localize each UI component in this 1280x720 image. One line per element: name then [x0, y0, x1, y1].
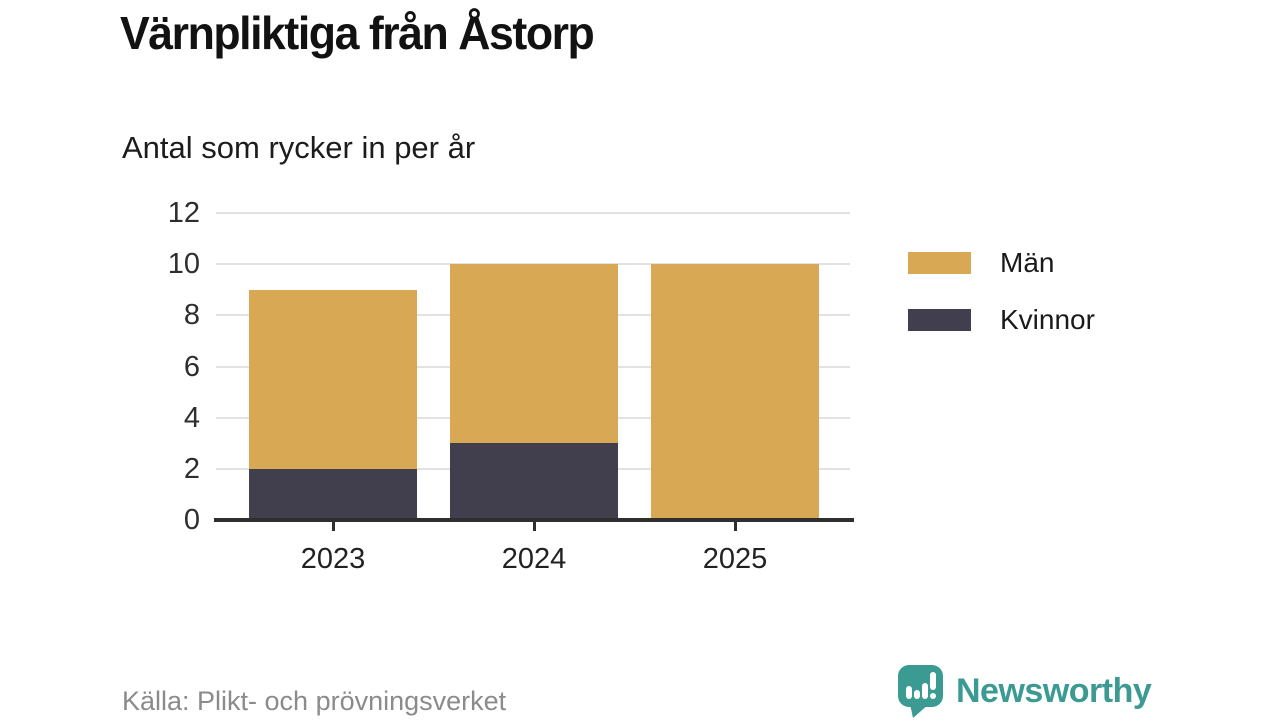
bar-segment-Män-2023: [249, 289, 417, 469]
brand-name: Newsworthy: [956, 671, 1152, 710]
y-axis-tick-label: 4: [183, 401, 200, 434]
legend-label: Kvinnor: [1000, 304, 1095, 335]
y-axis-tick-label: 8: [183, 299, 200, 332]
brand-logo: Newsworthy: [897, 664, 1152, 718]
y-axis-tick-label: 2: [183, 452, 200, 485]
chart-subtitle: Antal som rycker in per år: [122, 130, 476, 165]
bar-segment-Kvinnor-2024: [450, 443, 618, 520]
plot-area: 0 2 4 6 8 10 12 2023 2024 2025: [167, 197, 854, 575]
y-axis-tick-label: 10: [167, 248, 200, 281]
legend-label: Män: [1000, 247, 1055, 278]
legend-swatch-Kvinnor: [908, 309, 971, 331]
bar-segment-Män-2025: [651, 264, 819, 520]
legend-swatch-Män: [908, 252, 971, 274]
x-axis-tick-mark: [733, 522, 737, 531]
x-axis-baseline: [214, 518, 854, 522]
bar-segment-Kvinnor-2023: [249, 468, 417, 520]
legend-item-Män: Män: [908, 247, 1095, 279]
y-axis-tick-label: 0: [183, 504, 200, 536]
x-axis-tick-mark: [532, 522, 536, 531]
chart-title: Värnpliktiga från Åstorp: [120, 7, 595, 59]
source-note: Källa: Plikt- och prövningsverket: [122, 686, 507, 716]
bar-segment-Män-2024: [450, 264, 618, 444]
x-axis-tick-label: 2023: [300, 543, 366, 575]
newsworthy-icon: [898, 665, 943, 718]
x-axis-tick-label: 2024: [501, 543, 567, 575]
gridline-y-12: [216, 212, 850, 214]
x-axis-tick-mark: [331, 522, 335, 531]
chart-legend: Män Kvinnor: [908, 247, 1095, 336]
x-axis-tick-label: 2025: [702, 543, 768, 575]
y-axis-tick-label: 6: [183, 350, 200, 383]
y-axis-tick-label: 12: [167, 197, 200, 229]
legend-item-Kvinnor: Kvinnor: [908, 304, 1095, 336]
